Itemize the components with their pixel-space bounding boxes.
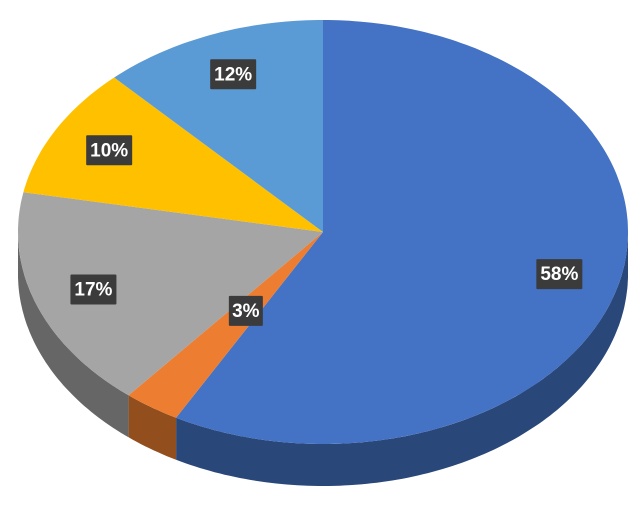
slice-side bbox=[128, 395, 177, 460]
data-label: 12% bbox=[214, 64, 252, 85]
data-label: 58% bbox=[540, 264, 578, 285]
slice bbox=[128, 232, 323, 418]
slice-side bbox=[176, 232, 628, 486]
label-box bbox=[70, 274, 117, 305]
label-box bbox=[86, 135, 133, 166]
label-box bbox=[228, 295, 263, 326]
data-label: 10% bbox=[90, 140, 128, 161]
data-label: 17% bbox=[74, 279, 112, 300]
slice bbox=[114, 20, 323, 232]
label-box bbox=[210, 59, 257, 90]
label-box bbox=[536, 259, 583, 290]
slice-side bbox=[18, 232, 129, 438]
slice bbox=[23, 77, 324, 232]
slice bbox=[18, 192, 323, 396]
data-label: 3% bbox=[232, 301, 260, 322]
slice bbox=[176, 20, 628, 444]
